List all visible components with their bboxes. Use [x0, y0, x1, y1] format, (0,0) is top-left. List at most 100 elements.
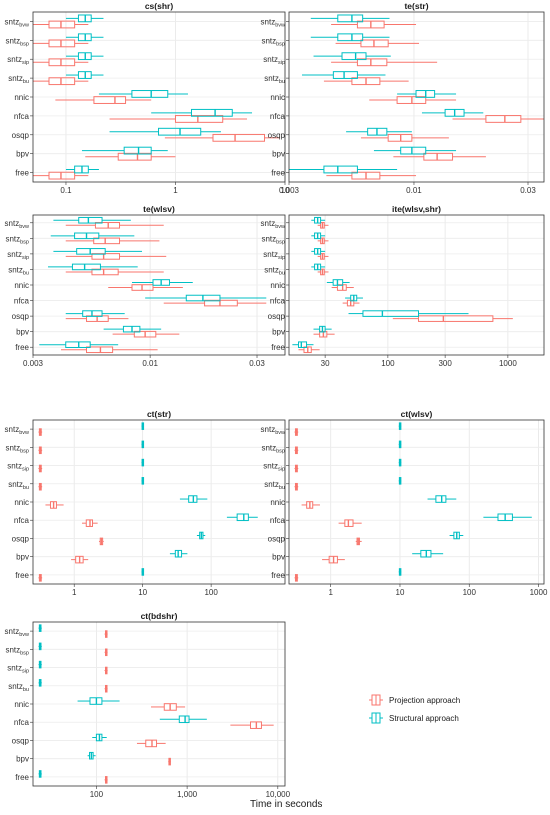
x-tick-label: 0.03 — [249, 359, 265, 368]
box-projection — [55, 96, 152, 104]
box-projection — [82, 519, 98, 527]
box-iqr — [91, 253, 121, 260]
box-iqr — [356, 58, 388, 67]
box-iqr — [78, 216, 103, 224]
box-structural — [109, 127, 221, 136]
y-tick-label: sntzbvw — [261, 17, 285, 28]
y-tick-label: sntzbvw — [261, 425, 285, 436]
panel-title-strip — [289, 0, 544, 12]
box-projection — [104, 666, 108, 675]
y-tick-label: nfca — [14, 112, 30, 121]
box-projection — [331, 58, 438, 67]
panel-title-strip — [289, 203, 544, 215]
x-tick-label: 100 — [463, 588, 477, 597]
box-projection — [112, 330, 180, 338]
panel-border — [32, 214, 286, 356]
box-projection — [317, 268, 329, 276]
box-structural — [141, 458, 145, 467]
box-iqr — [93, 237, 121, 245]
panel-border — [32, 621, 286, 787]
box-iqr — [123, 146, 152, 155]
box-iqr — [332, 71, 358, 79]
panel-title: ct(wlsv) — [401, 409, 433, 419]
box-structural — [159, 715, 207, 724]
chart-panel: ct(str) 1 10 100 sntzbvw sntzbsp sntzsip sntzbu… — [5, 408, 286, 597]
box-structural — [103, 325, 162, 333]
chart-panel: ct(wlsv) 1 10 100 1000 sntzbvw sntzbsp sntzsip s… — [261, 408, 548, 597]
box-projection — [393, 152, 486, 161]
y-tick-label: sntzbsp — [261, 443, 285, 454]
legend-label: Projection approach — [389, 696, 460, 705]
box-iqr — [48, 58, 76, 67]
panel-title-strip — [33, 203, 285, 215]
box-structural — [301, 71, 386, 79]
box-iqr — [337, 14, 364, 23]
box-structural — [38, 770, 42, 778]
box-projection — [392, 315, 513, 322]
box-projection — [104, 776, 108, 784]
box-iqr — [86, 346, 114, 354]
box-projection — [360, 133, 449, 142]
y-tick-label: nnic — [14, 93, 29, 102]
y-tick-label: sntzsip — [263, 55, 285, 66]
box-structural — [313, 325, 332, 333]
y-tick-label: osqp — [268, 534, 286, 543]
y-tick-label: free — [15, 773, 29, 782]
box-structural — [65, 33, 104, 42]
box-structural — [196, 531, 206, 540]
panel-title-strip — [33, 610, 285, 622]
box-structural — [145, 294, 267, 302]
y-tick-label: bpv — [16, 755, 29, 764]
chart-panel: te(str) 0.003 0.01 0.03 sntzbvw sntzbsp sntzsi… — [261, 0, 545, 195]
box-structural — [65, 14, 104, 23]
box-structural — [47, 263, 138, 271]
chart-panel: ct(bdshr) 100 1,000 10,000 sntzbvw sntzbsp snt… — [5, 610, 291, 799]
x-tick-label: 0.01 — [406, 186, 422, 195]
box-structural — [65, 310, 125, 317]
x-tick-label: 30 — [321, 359, 330, 368]
box-iqr — [336, 284, 347, 291]
box-iqr — [485, 115, 522, 123]
box-iqr — [341, 52, 367, 61]
panel-title: te(wlsv) — [143, 204, 175, 214]
box-structural — [53, 248, 143, 255]
x-tick-label: 0.01 — [142, 359, 158, 368]
y-tick-label: sntzbu — [8, 480, 29, 491]
box-structural — [65, 165, 99, 174]
y-tick-label: sntzsip — [263, 462, 285, 473]
box-projection — [326, 171, 417, 180]
y-tick-label: nnic — [270, 498, 285, 507]
box-iqr — [212, 133, 266, 142]
box-projection — [38, 464, 43, 473]
box-structural — [421, 108, 484, 117]
box-structural — [141, 568, 145, 576]
x-tick-label: 0.1 — [60, 186, 72, 195]
box-iqr — [93, 96, 127, 104]
box-projection — [45, 501, 64, 509]
box-projection — [317, 237, 329, 245]
y-tick-label: sntzsip — [7, 250, 29, 261]
box-structural — [65, 71, 104, 79]
box-structural — [398, 458, 402, 467]
x-axis-title: Time in seconds — [250, 799, 323, 810]
box-projection — [65, 221, 164, 229]
box-projection — [38, 482, 43, 491]
box-structural — [38, 642, 42, 651]
box-iqr — [298, 341, 308, 349]
box-structural — [373, 146, 457, 155]
y-tick-label: bpv — [16, 150, 29, 159]
y-tick-label: sntzbvw — [261, 219, 285, 230]
y-tick-label: nnic — [270, 281, 285, 290]
box-projection — [108, 284, 183, 291]
box-structural — [65, 52, 104, 61]
box-projection — [163, 299, 267, 307]
y-tick-label: nfca — [14, 718, 30, 727]
box-projection — [355, 537, 362, 546]
chart-panel: cs(shr) 0.1 1 10 sntzbvw sntzbsp sntzsip sntzbu… — [5, 0, 290, 195]
box-structural — [326, 279, 350, 286]
box-projection — [104, 648, 108, 657]
box-projection — [230, 721, 274, 729]
box-projection — [317, 253, 329, 260]
box-projection — [151, 703, 186, 711]
box-structural — [226, 513, 258, 522]
